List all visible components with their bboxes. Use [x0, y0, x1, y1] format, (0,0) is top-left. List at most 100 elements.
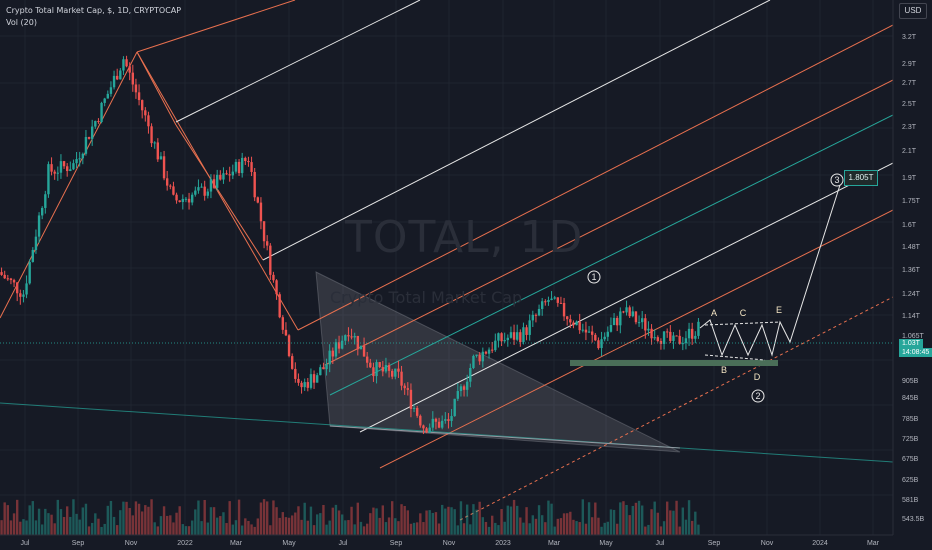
volume-bar: [459, 501, 463, 535]
symbol-legend[interactable]: Crypto Total Market Cap, $, 1D, CRYPTOCA…: [6, 6, 182, 15]
candle-body: [78, 158, 81, 160]
candle-body: [281, 317, 285, 330]
candle-body: [231, 171, 235, 176]
candle-body: [265, 241, 269, 246]
y-tick: 2.1T: [902, 148, 917, 155]
y-tick: 1.75T: [902, 198, 921, 205]
candle-body: [631, 311, 635, 317]
currency-button[interactable]: USD: [899, 3, 927, 19]
x-axis[interactable]: Jul Sep Nov 2022 Mar May Jul Sep Nov 202…: [21, 540, 880, 547]
volume-legend[interactable]: Vol (20): [6, 18, 37, 27]
volume-bar: [425, 510, 428, 535]
candle-body: [72, 163, 75, 170]
y-axis[interactable]: 3.2T 2.9T 2.7T 2.5T 2.3T 2.1T 1.9T 1.75T…: [902, 34, 925, 523]
volume-bar: [75, 513, 78, 535]
volume-bar: [281, 512, 285, 535]
volume-bar: [194, 509, 197, 535]
chart-legend[interactable]: Crypto Total Market Cap, $, 1D, CRYPTOCA…: [6, 5, 181, 29]
volume-bar: [172, 522, 175, 535]
volume-bar: [453, 509, 456, 535]
volume-bar: [278, 517, 281, 535]
volume-bar: [544, 522, 547, 535]
volume-bar: [90, 522, 94, 535]
candle-body: [284, 329, 288, 336]
candle-body: [647, 328, 650, 331]
volume-bar: [375, 508, 378, 535]
candle-body: [622, 311, 625, 313]
volume-bar: [0, 520, 3, 535]
contracting-triangle-lines-lower[interactable]: [704, 354, 766, 361]
volume-bar: [559, 518, 563, 535]
candle-body: [47, 164, 50, 195]
candle-body: [453, 398, 456, 417]
candle-body: [659, 341, 663, 344]
candle-body: [175, 194, 178, 201]
candle-body: [297, 378, 300, 383]
candle-body: [250, 162, 253, 172]
candle-body: [340, 340, 344, 349]
volume-bar: [250, 524, 253, 535]
target-price-box: 1.805T: [844, 170, 878, 186]
wave-labels: 1 2 3 A B C D E: [587, 173, 844, 403]
support-zone[interactable]: [570, 360, 778, 366]
candle-body: [472, 355, 475, 369]
candle-body: [684, 338, 688, 344]
volume-bar: [247, 520, 250, 535]
x-tick: 2022: [177, 540, 193, 547]
volume-bar: [612, 509, 616, 535]
volume-bar: [615, 523, 619, 535]
volume-bar: [25, 520, 28, 535]
candle-body: [481, 351, 485, 362]
candle-body: [519, 332, 522, 343]
candle-body: [347, 335, 350, 337]
volume-bar: [275, 507, 278, 535]
volume-bar: [372, 507, 375, 535]
candle-body: [669, 331, 672, 341]
candle-body: [497, 333, 500, 341]
candle-body: [350, 336, 353, 338]
candle-body: [450, 416, 453, 421]
candle-body: [428, 427, 431, 433]
volume-bar: [462, 523, 466, 535]
volume-bar: [565, 513, 569, 535]
volume-bar: [287, 517, 291, 535]
y-tick: 1.065T: [902, 333, 925, 340]
candle-body: [106, 93, 110, 99]
contracting-triangle-lines[interactable]: [704, 321, 781, 326]
volume-bar: [290, 515, 294, 535]
volume-bar: [578, 522, 581, 535]
candle-body: [397, 368, 400, 372]
wave-b-label: B: [721, 365, 727, 375]
candle-body: [534, 314, 538, 316]
x-tick: Sep: [72, 540, 85, 547]
volume-bar: [481, 517, 485, 535]
volume-bar: [637, 500, 641, 535]
volume-bar: [369, 513, 372, 535]
candle-body: [194, 190, 197, 195]
y-tick: 3.2T: [902, 34, 917, 41]
volume-series: [0, 499, 700, 535]
volume-bar: [428, 510, 431, 535]
candle-body: [40, 207, 44, 216]
candle-body: [431, 418, 435, 428]
candle-body: [94, 121, 97, 127]
projection-path[interactable]: [699, 184, 841, 357]
volume-bar: [512, 499, 516, 535]
volume-bar: [600, 526, 603, 535]
candle-body: [459, 386, 463, 392]
candle-body: [131, 72, 135, 85]
pitchfork-lines[interactable]: [0, 0, 894, 521]
volume-bar: [12, 513, 16, 535]
candle-body: [662, 331, 666, 344]
volume-bar: [225, 523, 228, 535]
countdown-tag: 14:08:45: [899, 348, 932, 357]
volume-bar: [84, 503, 88, 535]
candle-body: [125, 59, 128, 67]
candle-body: [162, 156, 166, 179]
volume-bar: [65, 506, 69, 535]
volume-bar: [147, 506, 150, 535]
volume-bar: [687, 500, 691, 535]
candle-body: [359, 345, 363, 350]
volume-bar: [478, 501, 481, 535]
